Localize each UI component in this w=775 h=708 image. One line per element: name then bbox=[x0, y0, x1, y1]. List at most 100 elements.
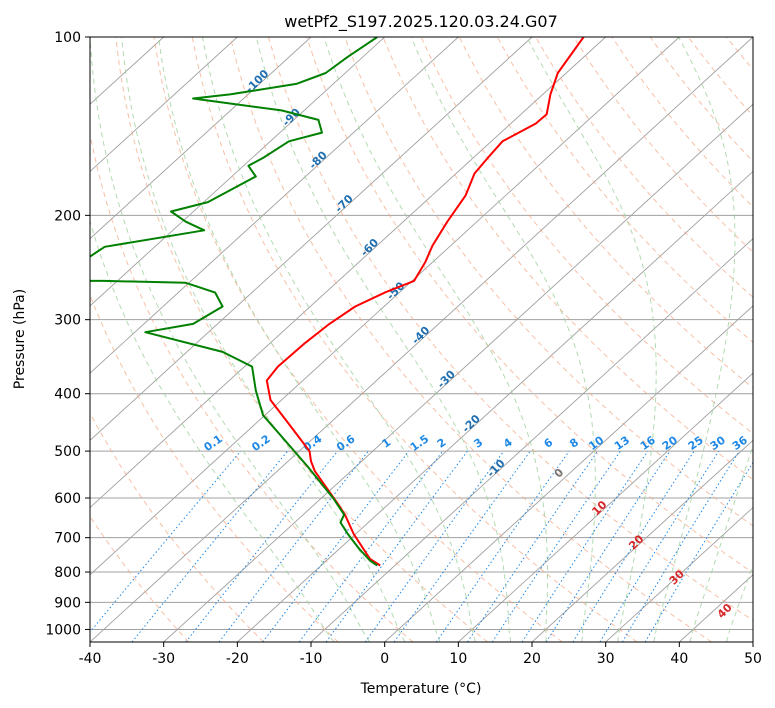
mixing-ratio-line bbox=[572, 450, 695, 642]
mixing-ratio-line bbox=[185, 450, 338, 642]
mixing-ratio-line bbox=[491, 450, 621, 642]
moist-adiabat bbox=[255, 37, 512, 642]
isotherm-line bbox=[310, 238, 753, 642]
y-tick-label: 700 bbox=[54, 531, 81, 547]
moist-adiabat bbox=[653, 37, 736, 642]
y-axis-ticks: 100 200 300 400 500 600 700 800 900 1000 bbox=[45, 30, 90, 638]
moist-adiabat bbox=[158, 37, 441, 642]
mixing-ratio-line bbox=[521, 450, 649, 642]
mixing-ratio-line bbox=[262, 450, 410, 642]
y-tick-label: 300 bbox=[54, 313, 81, 329]
y-tick-label: 200 bbox=[54, 208, 81, 224]
isotherm-line bbox=[90, 37, 680, 576]
mixing-ratio-label: 3 bbox=[472, 436, 486, 451]
isotherm-line bbox=[163, 103, 753, 642]
dry-adiabat bbox=[496, 37, 753, 344]
mixing-ratio-line bbox=[90, 450, 242, 633]
y-tick-label: 1000 bbox=[45, 622, 81, 638]
isotherm-line bbox=[605, 506, 753, 642]
isotherm-line bbox=[384, 305, 753, 642]
dry-adiabat bbox=[573, 37, 753, 253]
isotherm-label: -40 bbox=[409, 324, 432, 347]
moist-adiabat bbox=[121, 37, 406, 642]
mixing-ratio-line bbox=[131, 450, 288, 642]
dry-adiabat bbox=[90, 412, 264, 642]
y-tick-label: 600 bbox=[54, 491, 81, 507]
moist-adiabat bbox=[90, 219, 335, 642]
dry-adiabat bbox=[687, 37, 753, 117]
dry-adiabat bbox=[649, 37, 753, 163]
dry-adiabat bbox=[229, 37, 712, 642]
mixing-ratio-label: 6 bbox=[542, 436, 556, 451]
moist-adiabat bbox=[410, 37, 596, 642]
isotherm-line bbox=[90, 37, 238, 173]
mixing-ratio-label: 36 bbox=[730, 433, 750, 453]
dry-adiabat bbox=[344, 37, 753, 527]
mixing-ratio-line bbox=[298, 450, 444, 642]
isotherm-label: -90 bbox=[280, 106, 303, 129]
dry-adiabat bbox=[90, 515, 190, 642]
dry-adiabat bbox=[535, 37, 753, 298]
mixing-ratio-line bbox=[218, 450, 369, 642]
moist-adiabat-label: 10 bbox=[589, 498, 609, 518]
x-tick-label: -10 bbox=[300, 651, 323, 667]
x-tick-label: 0 bbox=[380, 651, 389, 667]
y-tick-label: 800 bbox=[54, 565, 81, 581]
isotherm-line bbox=[531, 439, 753, 642]
dry-adiabat bbox=[90, 293, 339, 642]
x-tick-label: -40 bbox=[79, 651, 102, 667]
mixing-ratio-label: 4 bbox=[501, 436, 515, 451]
y-axis-label: Pressure (hPa) bbox=[12, 289, 28, 389]
dry-adiabat bbox=[726, 37, 753, 71]
mixing-ratio-label: 8 bbox=[567, 436, 581, 451]
x-axis-ticks: -40 -30 -20 -10 0 10 20 30 40 50 bbox=[79, 642, 762, 667]
mixing-ratio-label: 2 bbox=[435, 436, 449, 451]
isotherm-label: -80 bbox=[306, 148, 329, 171]
y-tick-label: 900 bbox=[54, 595, 81, 611]
mixing-ratio-label: 30 bbox=[708, 433, 728, 453]
isotherm-line bbox=[90, 37, 312, 240]
mixing-ratio-label: 10 bbox=[586, 433, 606, 453]
dry-adiabat bbox=[765, 37, 775, 642]
x-axis-label: Temperature (°C) bbox=[360, 681, 482, 697]
mixing-ratio-line bbox=[545, 450, 671, 642]
moist-adiabat bbox=[202, 37, 476, 642]
mixing-ratio-label: 20 bbox=[660, 433, 680, 453]
x-tick-label: 40 bbox=[670, 651, 688, 667]
background-lines bbox=[90, 37, 775, 642]
mixing-ratio-line bbox=[644, 461, 753, 642]
isotherm-line bbox=[458, 372, 753, 642]
y-tick-label: 100 bbox=[54, 30, 81, 46]
moist-adiabat-label: 20 bbox=[626, 532, 646, 552]
dry-adiabat bbox=[191, 37, 638, 642]
mixing-ratio-label: 13 bbox=[612, 434, 632, 453]
sounding-lines bbox=[90, 37, 585, 567]
mixing-ratio-line bbox=[599, 450, 720, 642]
mixing-ratio-line bbox=[325, 450, 468, 642]
moist-adiabat bbox=[323, 37, 548, 642]
mixing-ratio-line bbox=[435, 450, 570, 642]
isotherm-label: -70 bbox=[332, 192, 355, 215]
mixing-ratio-label: 1 bbox=[379, 436, 393, 451]
x-tick-label: 30 bbox=[597, 651, 615, 667]
isotherm-label: -10 bbox=[484, 457, 507, 480]
x-tick-label: 10 bbox=[449, 651, 467, 667]
dry-adiabat bbox=[306, 37, 753, 574]
mixing-ratio-line bbox=[467, 450, 599, 642]
isotherm-line bbox=[752, 641, 753, 642]
y-tick-label: 400 bbox=[54, 387, 81, 403]
isotherm-line bbox=[237, 170, 753, 642]
isotherm-label: -30 bbox=[435, 368, 458, 391]
moist-adiabat bbox=[526, 37, 657, 642]
plot-frame bbox=[89, 36, 754, 643]
dry-adiabat bbox=[458, 37, 753, 389]
isotherm-label: -60 bbox=[358, 236, 381, 259]
mixing-ratio-line bbox=[393, 450, 531, 642]
x-tick-label: -30 bbox=[152, 651, 175, 667]
dry-adiabat bbox=[268, 37, 753, 622]
moist-adiabat bbox=[689, 443, 753, 642]
y-tick-label: 500 bbox=[54, 444, 81, 460]
mixing-ratio-line bbox=[364, 450, 505, 642]
mixing-ratio-label: 16 bbox=[638, 433, 658, 453]
